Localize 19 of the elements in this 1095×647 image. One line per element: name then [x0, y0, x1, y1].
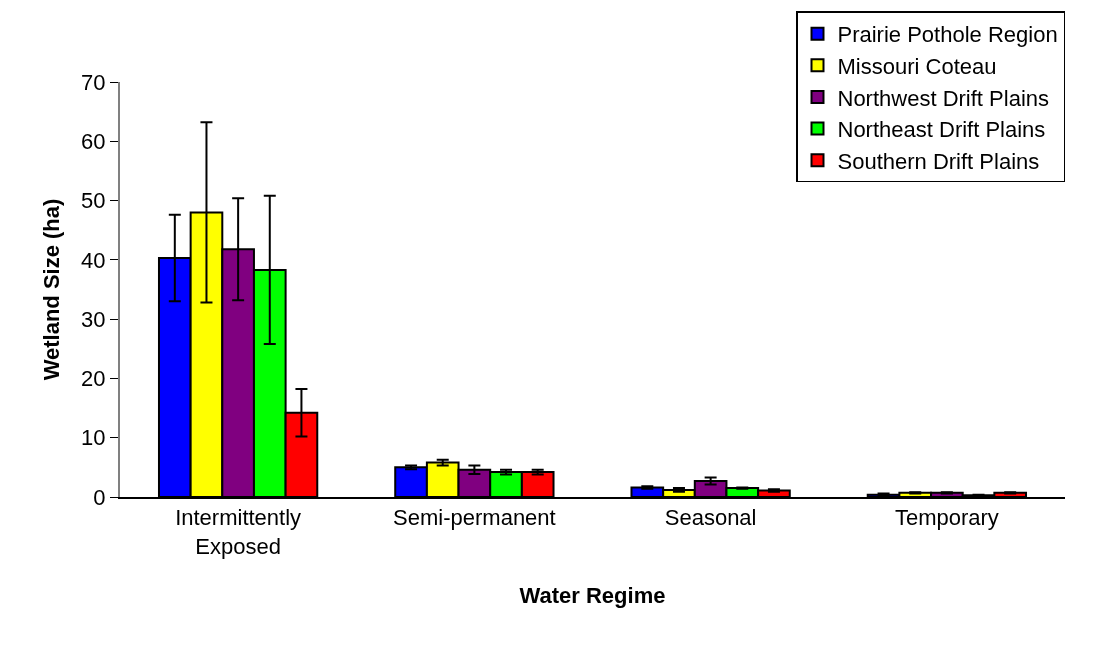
y-tick-label: 10	[81, 425, 106, 451]
x-axis-title: Water Regime	[519, 583, 666, 609]
x-tick-label: Intermittently Exposed	[175, 505, 302, 559]
legend-label: Missouri Coteau	[837, 53, 997, 79]
y-tick-label: 0	[93, 484, 106, 510]
legend-label: Southern Drift Plains	[837, 148, 1040, 174]
y-axis-title: Wetland Size (ha)	[39, 198, 65, 381]
y-tick-label: 50	[81, 188, 106, 214]
y-tick-label: 30	[81, 306, 106, 332]
legend-label: Northwest Drift Plains	[837, 85, 1050, 111]
x-tick-label: Semi-permanent	[393, 505, 556, 531]
y-tick-label: 70	[81, 69, 106, 95]
x-tick-label: Seasonal	[664, 505, 757, 531]
y-tick-label: 40	[81, 247, 106, 273]
y-tick-label: 20	[81, 366, 106, 392]
legend-label: Northeast Drift Plains	[837, 117, 1046, 143]
legend-label: Prairie Pothole Region	[837, 22, 1058, 48]
y-tick-label: 60	[81, 128, 106, 154]
x-tick-label: Temporary	[894, 505, 999, 531]
